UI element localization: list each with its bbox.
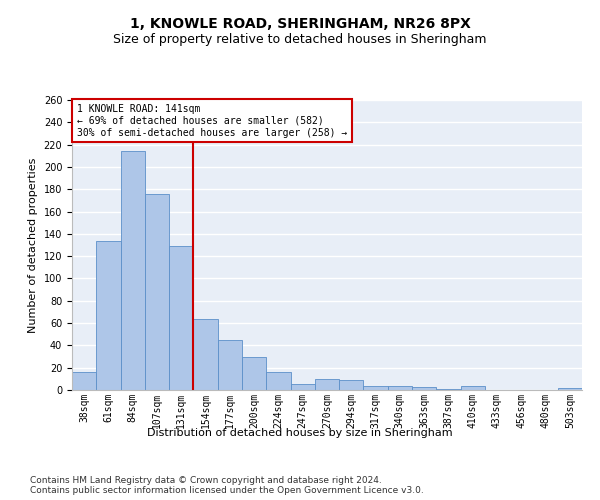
- Text: Contains HM Land Registry data © Crown copyright and database right 2024.
Contai: Contains HM Land Registry data © Crown c…: [30, 476, 424, 495]
- Bar: [242, 356, 266, 390]
- Bar: [218, 340, 242, 390]
- Bar: [461, 386, 485, 390]
- Bar: [96, 240, 121, 390]
- Bar: [121, 152, 145, 390]
- Y-axis label: Number of detached properties: Number of detached properties: [28, 158, 38, 332]
- Bar: [72, 372, 96, 390]
- Bar: [558, 388, 582, 390]
- Bar: [169, 246, 193, 390]
- Bar: [339, 380, 364, 390]
- Bar: [412, 386, 436, 390]
- Bar: [290, 384, 315, 390]
- Bar: [145, 194, 169, 390]
- Text: Distribution of detached houses by size in Sheringham: Distribution of detached houses by size …: [147, 428, 453, 438]
- Text: 1, KNOWLE ROAD, SHERINGHAM, NR26 8PX: 1, KNOWLE ROAD, SHERINGHAM, NR26 8PX: [130, 18, 470, 32]
- Text: 1 KNOWLE ROAD: 141sqm
← 69% of detached houses are smaller (582)
30% of semi-det: 1 KNOWLE ROAD: 141sqm ← 69% of detached …: [77, 104, 347, 138]
- Bar: [436, 389, 461, 390]
- Bar: [266, 372, 290, 390]
- Bar: [388, 386, 412, 390]
- Bar: [364, 386, 388, 390]
- Text: Size of property relative to detached houses in Sheringham: Size of property relative to detached ho…: [113, 32, 487, 46]
- Bar: [193, 318, 218, 390]
- Bar: [315, 379, 339, 390]
